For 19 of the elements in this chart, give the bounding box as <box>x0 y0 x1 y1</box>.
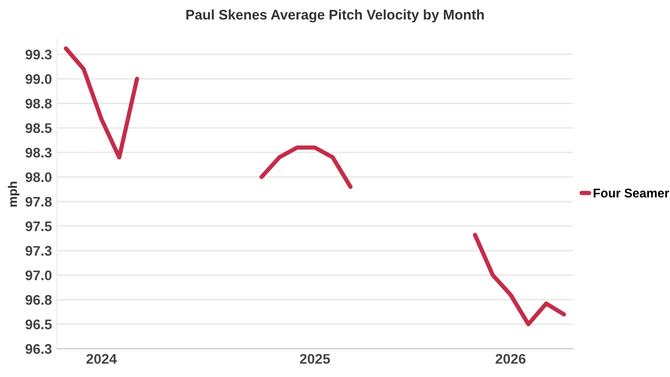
y-tick-label: 99.3 <box>26 50 52 60</box>
x-tick-label: 2026 <box>496 354 526 364</box>
y-tick-label: 96.5 <box>26 320 52 330</box>
chart-title: Paul Skenes Average Pitch Velocity by Month <box>186 9 484 22</box>
y-tick-label: 98.8 <box>26 98 52 109</box>
y-tick-label: 98.5 <box>26 123 52 134</box>
y-axis-title: mph <box>8 182 20 207</box>
x-tick-label: 2024 <box>86 354 117 364</box>
y-tick-label: 98.3 <box>26 148 52 158</box>
x-tick-label: 2025 <box>300 354 330 364</box>
y-tick-label: 96.8 <box>26 294 52 305</box>
y-tick-label: 97.3 <box>26 246 52 256</box>
y-tick-label: 98.0 <box>26 172 52 182</box>
y-tick-label: 99.0 <box>26 74 52 84</box>
y-tick-label: 97.8 <box>26 196 52 207</box>
y-tick-label: 97.5 <box>26 221 52 232</box>
legend-label: Four Seamer <box>594 188 670 198</box>
y-tick-label: 96.3 <box>26 344 52 354</box>
y-tick-label: 97.0 <box>26 270 52 280</box>
